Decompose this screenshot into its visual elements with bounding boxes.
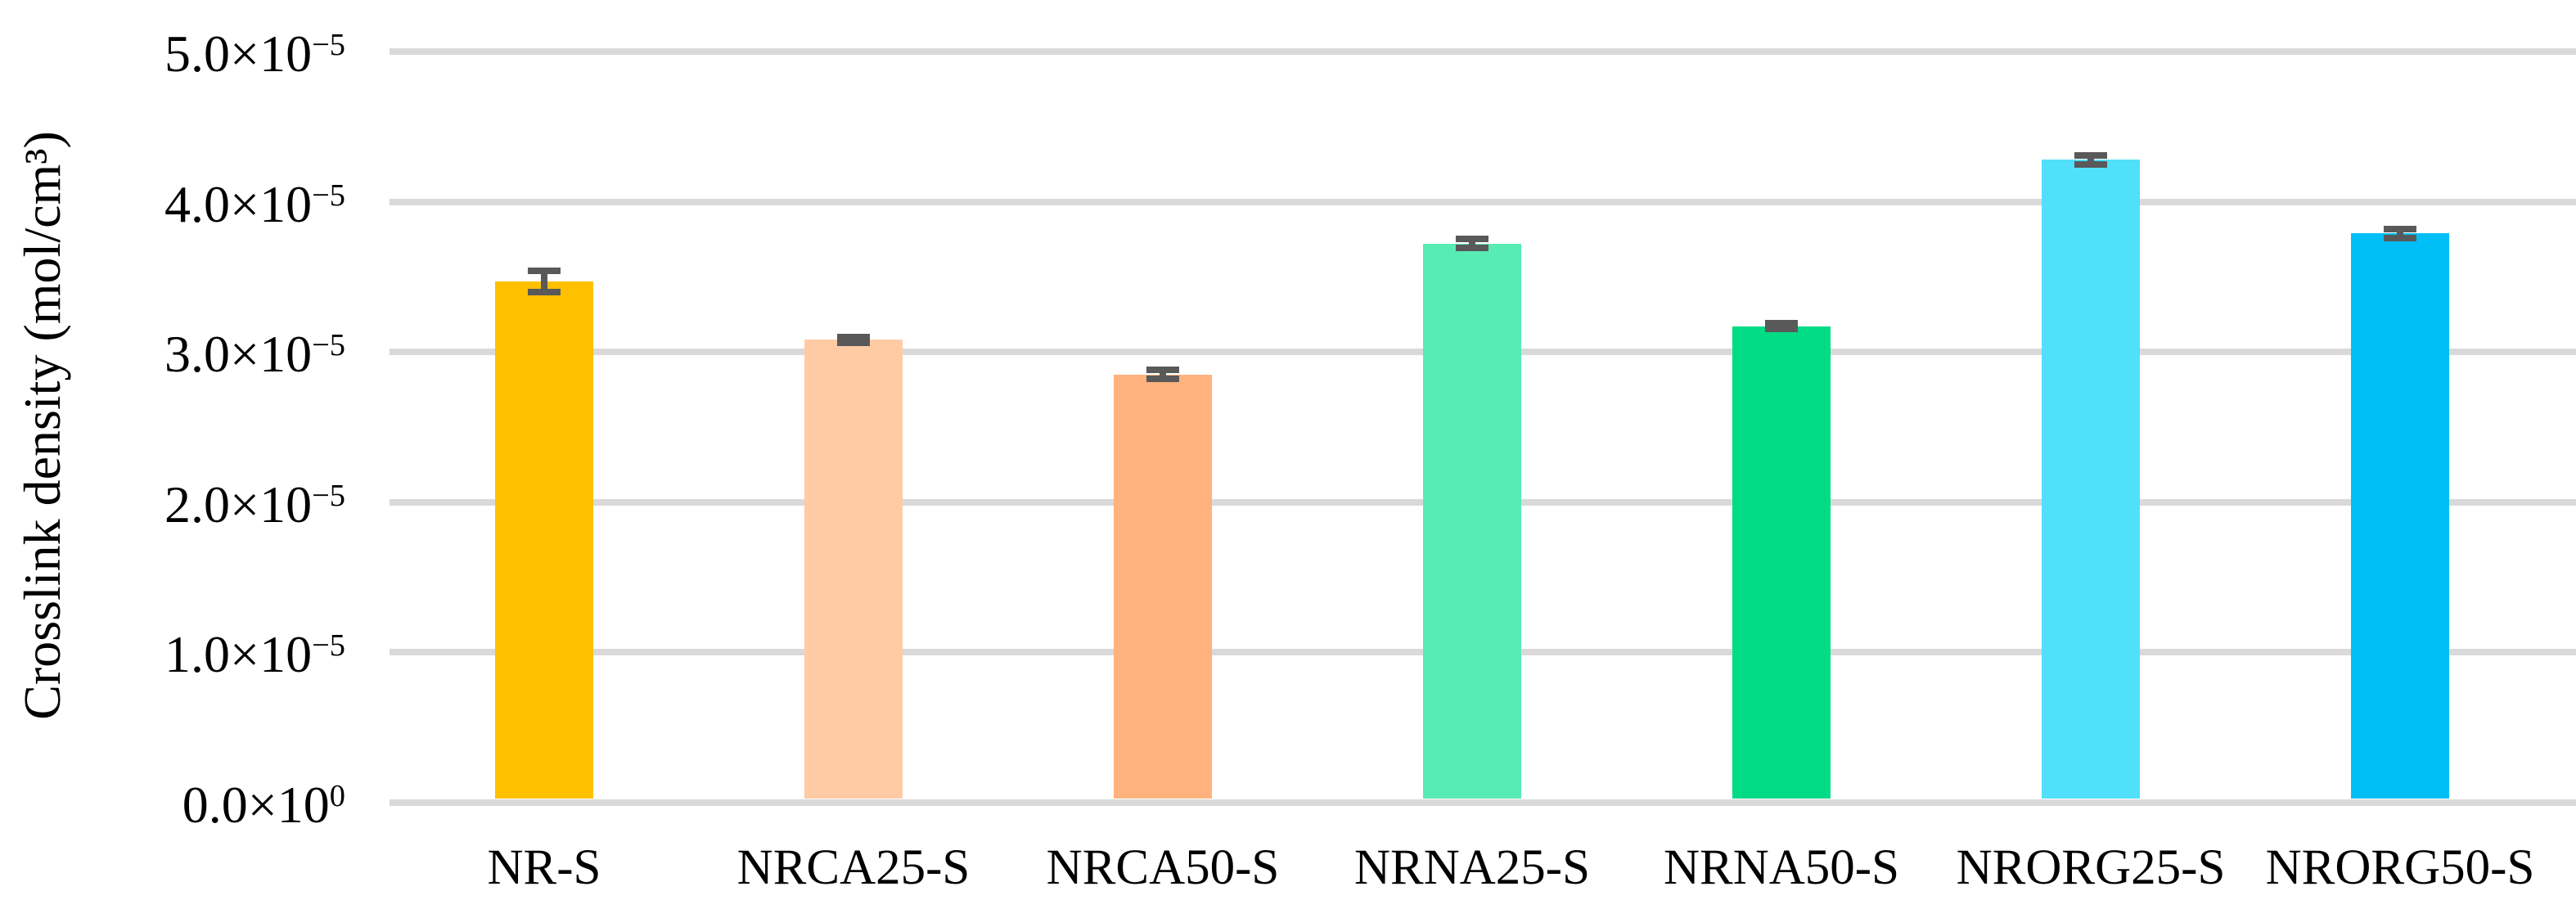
error-bar-cap-top [837, 333, 870, 340]
error-bar-cap-bottom [1146, 376, 1179, 383]
x-category-label: NRNA50-S [1663, 840, 1900, 895]
error-bar-line [541, 270, 547, 292]
gridline [390, 198, 2576, 205]
bar-nr-s [495, 281, 593, 799]
error-bar-cap-top [1765, 320, 1798, 327]
y-tick-label: 5.0×10−5 [164, 25, 345, 83]
bar-nrorg25-s [2042, 160, 2140, 799]
error-bar-cap-top [528, 267, 561, 274]
error-bar-cap-top [2074, 151, 2107, 159]
error-bar-cap-bottom [2074, 160, 2107, 168]
bar-nrna50-s [1732, 326, 1831, 799]
bar-nrca25-s [804, 340, 903, 799]
y-tick-label: 3.0×10−5 [164, 325, 345, 383]
x-category-label: NRNA25-S [1353, 840, 1591, 895]
error-bar-cap-bottom [1456, 245, 1488, 252]
y-tick-label: 4.0×10−5 [164, 174, 345, 233]
error-bar-line [2397, 228, 2403, 238]
error-bar-cap-bottom [528, 288, 561, 295]
error-bar-cap-bottom [2384, 234, 2416, 241]
x-axis-line [390, 799, 2576, 806]
bar-nrna25-s [1423, 243, 1521, 799]
y-tick-label: 2.0×10−5 [164, 475, 345, 533]
error-bar-cap-top [1146, 367, 1179, 374]
error-bar-cap-top [1456, 236, 1488, 243]
x-category-label: NRCA25-S [736, 840, 971, 895]
x-category-label: NRCA50-S [1046, 840, 1280, 895]
error-bar-line [1469, 239, 1475, 249]
error-bar-cap-top [2384, 225, 2416, 232]
x-category-label: NRORG50-S [2265, 840, 2535, 895]
bar-nrorg50-s [2351, 233, 2449, 799]
error-bar-cap-bottom [837, 339, 870, 346]
y-tick-label: 0.0×100 [182, 775, 345, 834]
error-bar-line [1160, 370, 1166, 380]
error-bar-line [2087, 155, 2094, 164]
bar-nrca50-s [1114, 374, 1212, 799]
y-tick-label: 1.0×10−5 [164, 625, 345, 683]
x-category-label: NRORG25-S [1956, 840, 2226, 895]
gridline [390, 48, 2576, 55]
x-category-label: NR-S [487, 840, 601, 895]
error-bar-cap-bottom [1765, 326, 1798, 333]
